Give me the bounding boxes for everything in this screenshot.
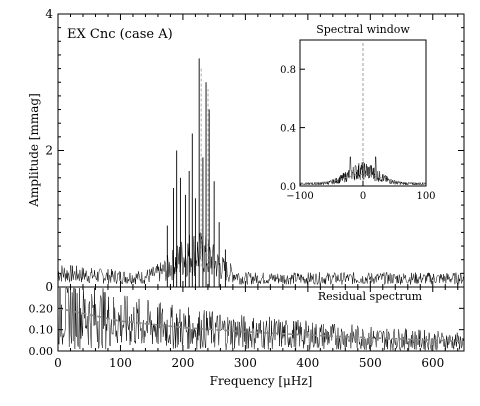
inset-xtick-label-1: 0 (360, 191, 366, 202)
main-noise-trace (57, 232, 465, 286)
residual-y-ticks: 0.00 0.10 0.20 (29, 302, 464, 358)
inset-y-ticks: 0.0 0.4 0.8 (280, 65, 305, 193)
inset-envelope (300, 173, 426, 184)
residual-title: Residual spectrum (318, 290, 423, 303)
inset-ytick-label-1: 0.4 (280, 124, 296, 135)
x-tick-label-2: 200 (171, 356, 194, 370)
inset-spectral-window: 0.0 0.4 0.8 −100 0 100 Spectral window (280, 23, 435, 202)
residual-ytick-label-0: 0.00 (29, 345, 54, 358)
residual-ytick-label-2: 0.20 (29, 302, 54, 315)
main-ytick-label-2: 4 (45, 7, 53, 21)
main-ytick-label-1: 2 (45, 144, 53, 158)
inset-ytick-label-2: 0.8 (280, 65, 296, 76)
main-y-ticks: 0 2 4 (45, 7, 464, 294)
residual-noise-trace (57, 287, 465, 352)
residual-noise (57, 287, 465, 352)
x-tick-label-5: 500 (359, 356, 382, 370)
star-label: EX Cnc (case A) (67, 27, 173, 42)
x-tick-label-3: 300 (234, 356, 257, 370)
residual-frame (57, 286, 465, 352)
x-tick-label-1: 100 (109, 356, 132, 370)
x-axis-label: Frequency [μHz] (210, 374, 313, 388)
inset-window-curve (299, 40, 427, 186)
main-ytick-label-0: 0 (45, 280, 53, 294)
inset-x-ticks: −100 0 100 (286, 181, 436, 202)
main-panel: 0 2 4 EX Cnc (case A) Amplitude [mmag] (27, 7, 465, 294)
main-spectrum-noise (57, 232, 465, 286)
x-tick-label-0: 0 (54, 356, 62, 370)
x-tick-label-4: 400 (296, 356, 319, 370)
inset-ytick-label-0: 0.0 (280, 182, 296, 193)
inset-xtick-label-2: 100 (416, 191, 435, 202)
x-tick-label-6: 600 (421, 356, 444, 370)
residual-ytick-label-1: 0.10 (29, 324, 54, 337)
residual-panel: 0.00 0.10 0.20 0 100 200 300 400 500 600 Residua… (29, 286, 465, 388)
y-axis-label: Amplitude [mmag] (27, 93, 41, 208)
residual-x-ticks: 0 100 200 300 400 500 600 (54, 287, 459, 370)
residual-trend-line (57, 307, 465, 343)
inset-title: Spectral window (316, 23, 410, 36)
main-spectrum-peaks (166, 58, 226, 287)
inset-xtick-label-0: −100 (286, 191, 313, 202)
